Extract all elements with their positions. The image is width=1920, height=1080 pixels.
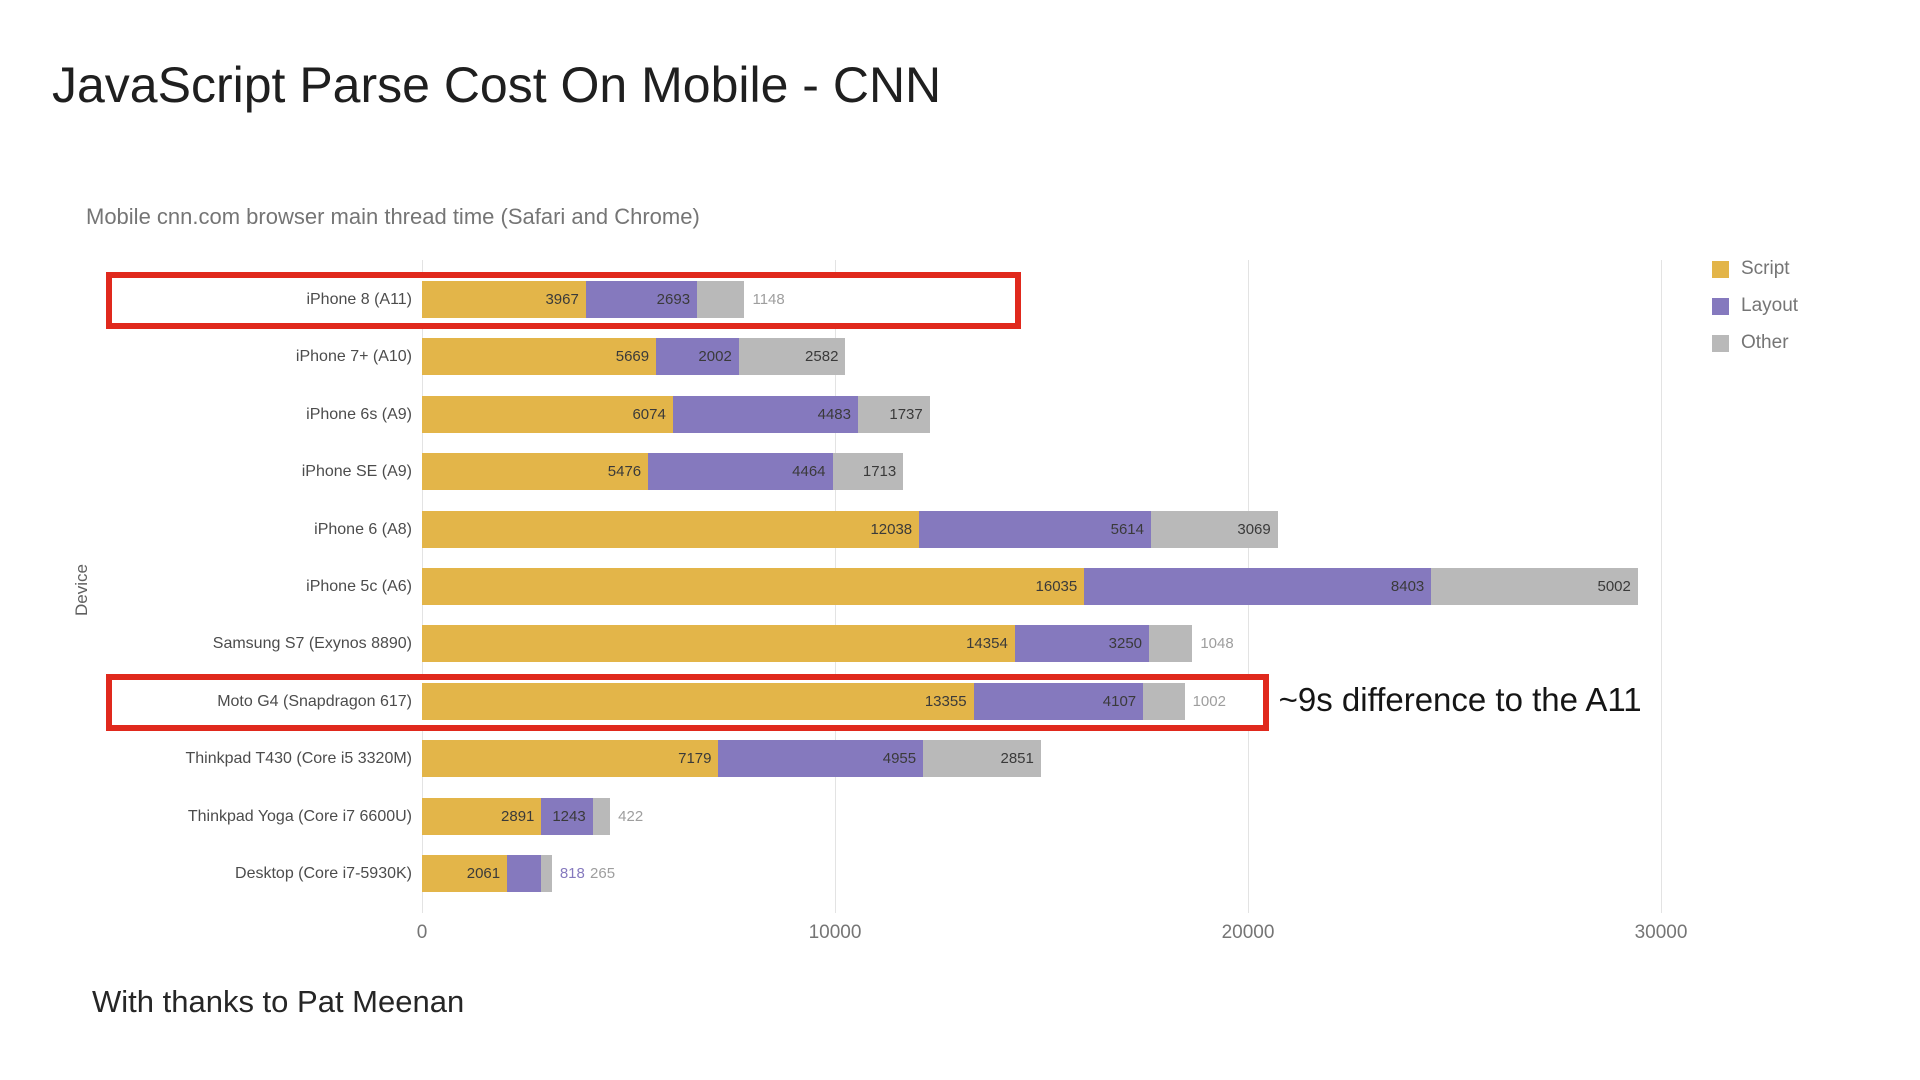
bar-segment-script	[422, 855, 508, 892]
value-label: 4464	[792, 463, 826, 481]
x-tick-label: 30000	[1634, 922, 1688, 943]
outside-value-label: 1002	[1192, 692, 1226, 710]
value-label: 1243	[552, 807, 586, 825]
bar-segment-other	[540, 855, 552, 892]
bar-segment-other	[697, 281, 745, 318]
bar-segment-script	[422, 281, 586, 318]
device-label: Desktop (Core i7-5930K)	[235, 865, 412, 882]
value-label: 4955	[882, 750, 917, 768]
bar-segment-script	[422, 740, 719, 778]
legend-item-layout: Layout	[1712, 295, 1798, 317]
device-label: Thinkpad T430 (Core i5 3320M)	[185, 750, 413, 768]
value-label: 3967	[545, 291, 579, 308]
bar-segment-script	[422, 797, 542, 835]
bar-segment-layout	[718, 740, 924, 778]
bar-segment-other	[923, 740, 1041, 778]
device-label: Thinkpad Yoga (Core i7 6600U)	[187, 807, 412, 825]
x-tick-label: 20000	[1221, 922, 1275, 943]
value-label: 3250	[1108, 635, 1143, 653]
value-label: 13355	[924, 692, 967, 710]
bar-segment-script	[422, 625, 1015, 663]
value-label: 16035	[1035, 578, 1078, 595]
bar-segment-other	[1143, 682, 1185, 720]
bar-segment-layout	[973, 682, 1144, 720]
bar-segment-layout	[919, 510, 1151, 548]
bar-segment-other	[832, 453, 904, 491]
bar-segment-layout	[1014, 625, 1150, 663]
value-label: 3069	[1237, 520, 1271, 538]
bar-segment-script	[422, 682, 974, 720]
device-label: iPhone 5c (A6)	[306, 578, 412, 595]
value-label: 5669	[615, 348, 650, 366]
bar-segment-layout	[1084, 568, 1432, 605]
device-label: iPhone 6 (A8)	[314, 520, 412, 538]
bar-segment-script	[422, 453, 649, 491]
value-label: 4107	[1102, 692, 1137, 710]
value-label: 5002	[1597, 578, 1631, 595]
device-label: Moto G4 (Snapdragon 617)	[217, 692, 412, 710]
value-label: 2693	[656, 291, 691, 308]
device-label: iPhone SE (A9)	[301, 463, 412, 481]
chart-subtitle: Mobile cnn.com browser main thread time …	[86, 204, 700, 229]
grid-line	[1661, 260, 1662, 913]
bar-segment-other	[858, 395, 930, 433]
bar-segment-script	[422, 338, 657, 376]
bar-segment-other	[738, 338, 846, 376]
y-axis-title: Device	[71, 564, 91, 616]
bar-segment-script	[422, 510, 920, 548]
x-tick-label: 0	[416, 922, 428, 943]
outside-value-label: 1048	[1200, 635, 1234, 653]
value-label: 4483	[817, 405, 851, 423]
bar-segment-other	[592, 797, 611, 835]
outside-value-label: 422	[618, 807, 644, 825]
value-label: 1737	[889, 405, 923, 423]
device-label: Samsung S7 (Exynos 8890)	[212, 635, 412, 653]
bar-segment-other	[1431, 568, 1638, 605]
value-label: 2002	[698, 348, 732, 366]
value-label: 2891	[501, 807, 535, 825]
value-label: 8403	[1390, 578, 1425, 595]
outside-value-label: 265	[590, 865, 616, 882]
legend-item-script: Script	[1712, 258, 1798, 280]
device-label: iPhone 7+ (A10)	[295, 348, 412, 366]
bar-segment-other	[1149, 625, 1193, 663]
legend-label-layout: Layout	[1741, 295, 1799, 316]
bar-segment-layout	[507, 855, 541, 892]
bar-segment-script	[422, 395, 673, 433]
outside-value-label: 818	[559, 865, 585, 882]
bar-segment-layout	[672, 395, 858, 433]
value-label: 1713	[862, 463, 897, 481]
x-tick-label: 10000	[808, 922, 862, 943]
legend-swatch-script	[1712, 260, 1729, 278]
bar-segment-layout	[541, 797, 593, 835]
annotation-text: ~9s difference to the A11	[1278, 680, 1642, 718]
value-label: 5614	[1110, 520, 1144, 538]
bar-segment-layout	[656, 338, 739, 376]
value-label: 5476	[607, 463, 642, 481]
legend-label-other: Other	[1741, 332, 1789, 353]
footer-credit: With thanks to Pat Meenan	[92, 984, 465, 1019]
legend-item-other: Other	[1712, 332, 1798, 354]
value-label: 7179	[678, 750, 712, 768]
value-label: 2851	[1000, 750, 1034, 768]
bar-segment-layout	[648, 453, 833, 491]
bar-segment-layout	[585, 281, 698, 318]
legend-swatch-layout	[1712, 297, 1729, 315]
outside-value-label: 1148	[752, 291, 785, 308]
page-title: JavaScript Parse Cost On Mobile - CNN	[52, 57, 942, 113]
value-label: 6074	[632, 405, 666, 423]
legend-label-script: Script	[1741, 258, 1790, 279]
value-label: 2582	[805, 348, 839, 366]
value-label: 14354	[966, 635, 1008, 653]
device-label: iPhone 8 (A11)	[306, 291, 412, 308]
value-label: 2061	[466, 865, 501, 882]
legend-swatch-other	[1712, 334, 1729, 352]
device-label: iPhone 6s (A9)	[306, 405, 412, 423]
legend: Script Layout Other	[1712, 258, 1798, 354]
bar-segment-other	[1151, 510, 1278, 548]
value-label: 12038	[870, 520, 913, 538]
bar-segment-script	[422, 568, 1085, 605]
